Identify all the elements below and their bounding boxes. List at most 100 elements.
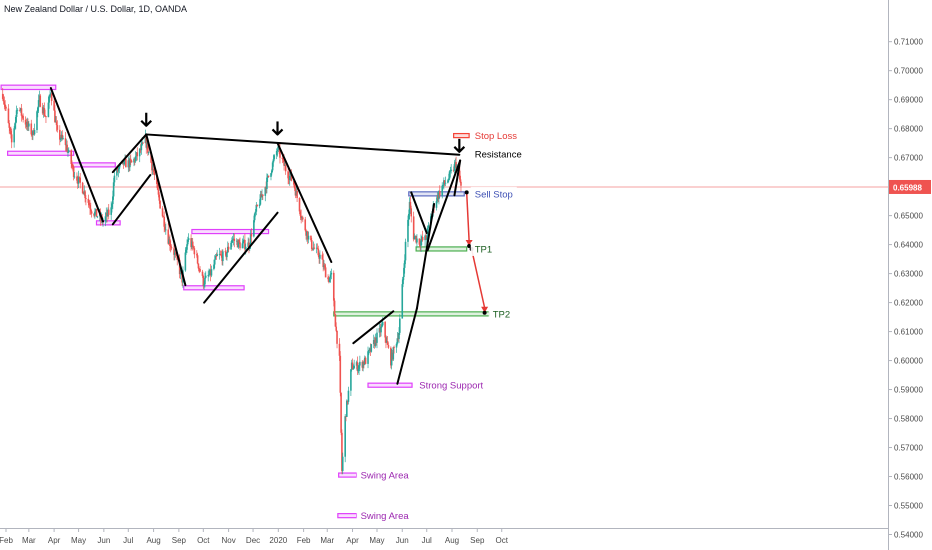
- zone-rect: [95, 220, 121, 226]
- candle-body: [170, 247, 173, 249]
- candle-body: [361, 361, 364, 368]
- zone-rect: [338, 472, 358, 478]
- candle-body: [87, 198, 90, 203]
- candle-body: [255, 204, 258, 212]
- last-price-label: 0.65988: [893, 183, 922, 192]
- candle-body: [150, 152, 152, 163]
- candle-body: [444, 182, 447, 184]
- annotation-label-background: [470, 128, 522, 143]
- candle-body: [76, 180, 79, 184]
- candle-body: [443, 180, 446, 184]
- candle-body: [37, 100, 40, 108]
- candle-body: [73, 176, 76, 178]
- candle-body: [235, 240, 238, 242]
- x-tick-label: Jun: [97, 536, 110, 545]
- candle-body: [236, 240, 239, 248]
- candle-body: [241, 243, 244, 249]
- candle-body: [244, 239, 246, 250]
- x-tick-label: May: [369, 536, 384, 545]
- annotation-label-background: [356, 508, 413, 523]
- candle-body: [390, 347, 392, 366]
- candle-body: [226, 246, 229, 253]
- candle-body: [105, 212, 108, 217]
- x-tick-label: Oct: [197, 536, 210, 545]
- candle-body: [47, 102, 50, 118]
- candle-body: [125, 158, 127, 168]
- candle-body: [203, 284, 205, 287]
- candle-body: [13, 128, 15, 143]
- trendline: [203, 211, 279, 304]
- candle-body: [90, 211, 93, 214]
- candle-body: [359, 361, 361, 366]
- candle-body: [167, 229, 170, 244]
- candle-body: [247, 242, 249, 247]
- candle-body: [62, 138, 64, 140]
- candle-body: [158, 194, 161, 201]
- last-price-badge: [889, 179, 931, 194]
- candle-body: [221, 254, 223, 262]
- candle-body: [81, 182, 84, 194]
- candle-body: [460, 181, 462, 186]
- candle-body: [110, 207, 112, 215]
- candle-body: [76, 176, 78, 181]
- candle-body: [116, 168, 119, 172]
- projection-arrow-head: [465, 240, 473, 247]
- candle-body: [19, 109, 21, 111]
- candle-body: [355, 362, 358, 366]
- candle-body: [447, 180, 449, 183]
- candle-body: [67, 151, 69, 153]
- candle-body: [77, 176, 80, 184]
- candle-body: [141, 142, 143, 145]
- candle-body: [50, 93, 53, 101]
- candle-body: [41, 106, 44, 114]
- candle-body: [249, 234, 252, 245]
- candle-body: [225, 251, 227, 258]
- candle-body: [254, 211, 257, 214]
- candle-body: [418, 238, 421, 245]
- candle-body: [334, 314, 337, 327]
- candle-body: [244, 246, 247, 250]
- candle-body: [271, 162, 274, 171]
- trendline: [415, 203, 436, 310]
- candle-body: [10, 131, 12, 135]
- candle-body: [32, 130, 34, 135]
- candle-body: [21, 115, 24, 117]
- candle-body: [425, 235, 427, 240]
- candle-body: [398, 332, 400, 340]
- candle-body: [315, 247, 318, 249]
- candle-body: [191, 241, 194, 247]
- candle-body: [341, 456, 344, 471]
- trendline: [145, 133, 187, 287]
- y-tick-label: 0.65000: [894, 212, 923, 221]
- candle-body: [407, 219, 409, 242]
- candle-body: [345, 416, 347, 418]
- candle-body: [1, 93, 4, 99]
- candle-body: [144, 135, 147, 143]
- candle-body: [156, 184, 159, 190]
- candle-body: [262, 194, 264, 196]
- candle-body: [179, 270, 182, 275]
- candle-body: [293, 184, 296, 189]
- candle-body: [60, 134, 63, 139]
- candle-body: [288, 178, 290, 180]
- candle-body: [94, 208, 97, 212]
- candle-body: [335, 326, 338, 331]
- x-tick-label: Sep: [172, 536, 187, 545]
- candle-body: [208, 274, 210, 276]
- candle-body: [136, 152, 139, 157]
- candle-body: [209, 269, 211, 275]
- candle-body: [242, 241, 245, 244]
- candle-body: [338, 343, 341, 356]
- candle-body: [443, 180, 445, 185]
- candle-body: [364, 357, 367, 364]
- candle-body: [450, 169, 452, 171]
- candle-body: [368, 350, 370, 352]
- candle-body: [127, 160, 130, 168]
- candle-body: [196, 255, 199, 264]
- candle-body: [311, 249, 314, 250]
- candle-body: [296, 190, 298, 199]
- y-tick-label: 0.55000: [894, 502, 923, 511]
- plot-background: [0, 0, 888, 528]
